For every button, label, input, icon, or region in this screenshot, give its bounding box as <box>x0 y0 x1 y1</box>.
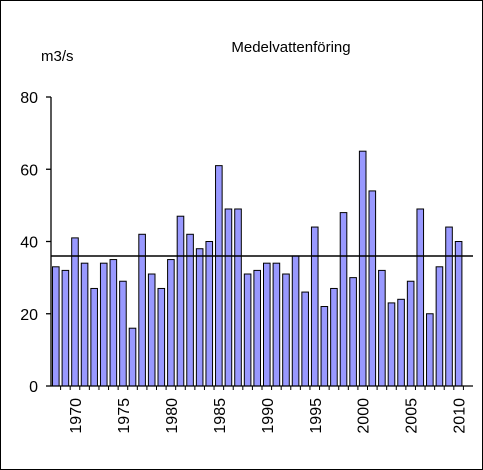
x-tick-label: 1970 <box>68 398 85 434</box>
x-tick-label: 1995 <box>308 398 325 434</box>
x-tick-label: 1975 <box>116 398 133 434</box>
bar <box>387 302 396 387</box>
x-tick-label: 2005 <box>404 398 421 434</box>
bar <box>157 287 166 387</box>
bar <box>272 262 281 387</box>
bar <box>138 233 146 387</box>
bar <box>176 215 185 387</box>
bar <box>282 273 290 387</box>
bar <box>320 306 329 387</box>
x-tick-label: 1985 <box>212 398 229 434</box>
y-tick-label: 60 <box>20 162 38 179</box>
bar <box>205 241 214 387</box>
bar <box>397 298 405 387</box>
bar <box>186 233 194 387</box>
bar <box>195 248 204 387</box>
bar <box>378 269 386 387</box>
bar <box>368 190 377 387</box>
bar <box>330 287 338 387</box>
x-tick-label: 2000 <box>356 398 373 434</box>
bar <box>147 273 156 387</box>
x-tick-label: 2010 <box>452 398 469 434</box>
chart-title: Medelvattenföring <box>231 39 350 56</box>
bar <box>263 262 271 387</box>
bar <box>291 255 300 387</box>
bar <box>454 241 463 387</box>
bar <box>406 280 415 387</box>
bar <box>301 291 309 387</box>
bar <box>215 165 223 387</box>
bar <box>426 313 434 387</box>
y-ticks-group: 0 20 40 60 80 <box>20 90 51 396</box>
bar <box>128 327 137 387</box>
bar <box>339 212 348 387</box>
bar <box>61 269 70 387</box>
bar <box>253 269 261 387</box>
bar <box>52 266 60 387</box>
bar <box>224 208 233 387</box>
bar <box>445 226 453 387</box>
bar <box>167 259 175 387</box>
bar <box>80 262 89 387</box>
bar <box>435 266 444 387</box>
bar <box>416 208 425 387</box>
y-tick-label: 20 <box>20 307 38 324</box>
y-tick-label: 0 <box>29 379 38 396</box>
bar <box>109 259 118 387</box>
bar <box>99 262 108 387</box>
x-ticks-group: 1970 1975 1980 1985 1990 1995 2000 2005 2010 <box>60 386 469 434</box>
x-tick-label: 1980 <box>164 398 181 434</box>
y-axis-label: m3/s <box>41 48 74 65</box>
bar <box>243 273 252 387</box>
y-tick-label: 80 <box>20 90 38 107</box>
bars-group <box>52 150 463 387</box>
bar <box>71 237 79 387</box>
bar <box>90 287 98 387</box>
bar <box>349 277 357 387</box>
bar <box>310 226 319 387</box>
bar <box>119 280 127 387</box>
y-tick-label: 40 <box>20 235 38 252</box>
bar <box>358 150 367 387</box>
bar <box>234 208 242 387</box>
x-tick-label: 1990 <box>260 398 277 434</box>
